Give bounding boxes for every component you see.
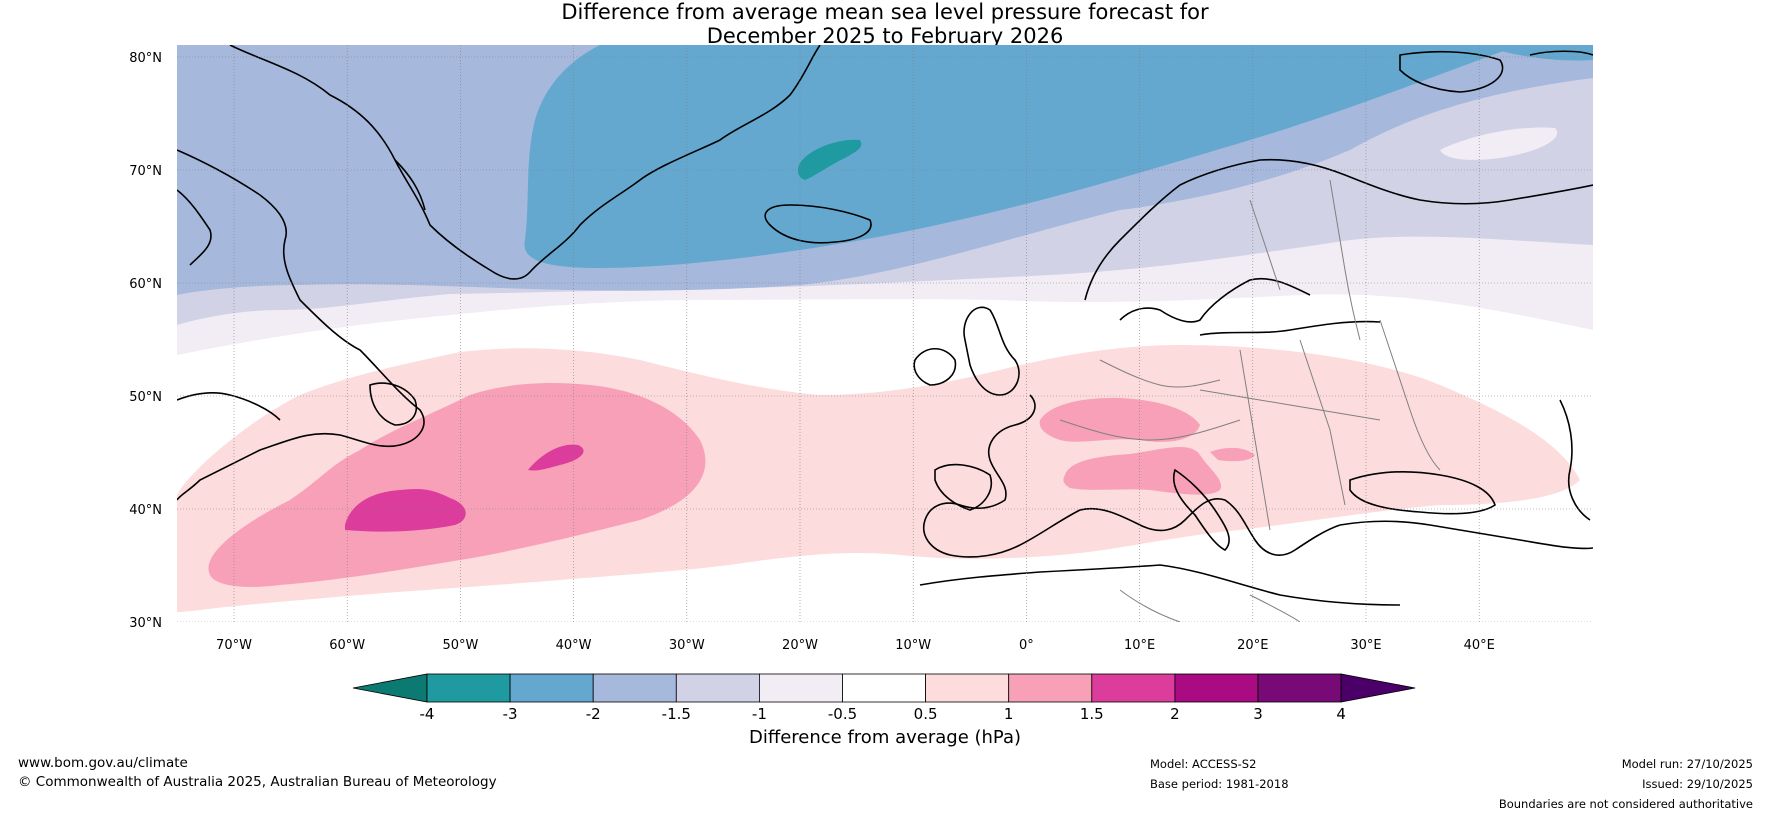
anomaly-band-plus-1.5-atlantic-west: [345, 488, 466, 532]
lat-tick-label: 40°N: [129, 503, 162, 518]
colorbar-swatch: [1091, 673, 1176, 703]
anomaly-band-plus-1.5-atlantic-east: [528, 444, 584, 471]
lon-tick-label: 40°E: [1464, 638, 1495, 653]
canada-north-coast: [177, 189, 212, 266]
lon-tick-label: 10°E: [1124, 638, 1155, 653]
british-isles-coast: [963, 306, 1020, 396]
lon-tick-label: 20°E: [1237, 638, 1268, 653]
colorbar-swatch: [1257, 673, 1342, 703]
lon-tick-label: 50°W: [442, 638, 478, 653]
map-area: [177, 45, 1593, 622]
colorbar-tick-label: -2: [586, 705, 601, 723]
disclaimer-text: Boundaries are not considered authoritat…: [1498, 797, 1753, 811]
italy-coast: [1173, 468, 1230, 551]
graticule: [177, 45, 1593, 622]
colorbar-swatch: [1008, 673, 1093, 703]
colorbar-tick-label: -1.5: [662, 705, 691, 723]
scandinavia-south-coast: [1119, 277, 1311, 323]
greenland-west-inner: [394, 159, 426, 211]
lon-tick-label: 40°W: [556, 638, 592, 653]
model-run-text: Model run: 27/10/2025: [1621, 757, 1753, 771]
lat-tick-label: 30°N: [129, 616, 162, 631]
title-line-1: Difference from average mean sea level p…: [561, 0, 1209, 24]
anomaly-band-minus-2: [524, 45, 1520, 268]
colorbar-tick-label: -3: [503, 705, 518, 723]
issued-text: Issued: 29/10/2025: [1642, 777, 1753, 791]
colorbar-extend-max: [1340, 673, 1416, 703]
iceland-coast: [764, 204, 872, 244]
colorbar-tick-label: -1: [752, 705, 767, 723]
colorbar-swatch: [509, 673, 594, 703]
colorbar-tick-label: 1.5: [1080, 705, 1104, 723]
lat-tick-label: 50°N: [129, 390, 162, 405]
model-text: Model: ACCESS-S2: [1150, 757, 1257, 771]
colorbar-tick-label: -4: [420, 705, 435, 723]
anomaly-band-minus-2-north-east: [1480, 45, 1593, 61]
colorbar-tick-label: -0.5: [828, 705, 857, 723]
latitude-axis: 80°N 70°N 60°N 50°N 40°N 30°N: [129, 51, 162, 631]
anomaly-band-plus-1-europe-south: [1063, 447, 1221, 495]
north-africa-coast: [919, 564, 1401, 606]
lon-tick-label: 0°: [1019, 638, 1034, 653]
base-period-text: Base period: 1981-2018: [1150, 777, 1289, 791]
greenland-coast: [229, 45, 821, 280]
colorbar-tick-label: 1: [1004, 705, 1014, 723]
black-sea-coast: [1349, 470, 1496, 515]
svalbard-east: [1529, 50, 1593, 56]
anomaly-band-minus-0.5-light: [1440, 127, 1558, 160]
colorbar-swatch: [842, 673, 926, 703]
colorbar-extend-min: [352, 673, 428, 703]
title-line-2: December 2025 to February 2026: [706, 24, 1064, 48]
lon-tick-label: 70°W: [216, 638, 252, 653]
colorbar-tick-label: 4: [1336, 705, 1346, 723]
lat-tick-label: 60°N: [129, 277, 162, 292]
colorbar-swatch: [426, 673, 511, 703]
colorbar: -4 -3 -2 -1.5 -1 -0.5 0.5 1 1.5 2 3 4: [352, 673, 1416, 723]
anomaly-band-plus-1-adriatic: [1210, 447, 1255, 462]
longitude-axis: 70°W 60°W 50°W 40°W 30°W 20°W 10°W 0° 10°E 20°E 30…: [216, 638, 1495, 653]
lat-tick-label: 80°N: [129, 51, 162, 66]
colorbar-label: Difference from average (hPa): [748, 727, 1022, 748]
colorbar-swatch: [1174, 673, 1259, 703]
caspian-coast: [1559, 399, 1591, 521]
norway-coast: [1084, 158, 1593, 301]
lon-tick-label: 60°W: [329, 638, 365, 653]
map-title: Difference from average mean sea level p…: [0, 0, 1770, 48]
copyright-text: © Commonwealth of Australia 2025, Austra…: [18, 774, 497, 790]
lon-tick-label: 30°W: [669, 638, 705, 653]
anomaly-band-plus-1-europe-north: [1039, 397, 1200, 442]
colorbar-swatch: [925, 673, 1010, 703]
colorbar-swatch: [759, 673, 843, 703]
anomaly-band-plus-1-atlantic: [208, 383, 706, 587]
newfoundland-coast: [369, 382, 417, 426]
colorbar-tick-label: 2: [1170, 705, 1180, 723]
colorbar-swatch: [675, 673, 760, 703]
country-borders: [1059, 179, 1441, 622]
lon-tick-label: 20°W: [782, 638, 818, 653]
turkey-coast: [1339, 520, 1593, 550]
western-europe-coast: [923, 394, 1036, 558]
lat-tick-label: 70°N: [129, 164, 162, 179]
colorbar-tick-label: 3: [1253, 705, 1263, 723]
ireland-coast: [913, 347, 957, 386]
svalbard-coast: [1399, 50, 1504, 93]
lon-tick-label: 10°W: [895, 638, 931, 653]
baltic-coast: [1199, 320, 1381, 336]
lon-tick-label: 30°E: [1350, 638, 1381, 653]
iberia-coast: [934, 463, 992, 511]
hudson-coast: [177, 392, 281, 421]
mediterranean-north-coast: [1019, 498, 1341, 556]
colorbar-tick-label: 0.5: [914, 705, 938, 723]
coastlines: [177, 45, 1593, 606]
colorbar-swatch: [592, 673, 677, 703]
website-link[interactable]: www.bom.gov.au/climate: [18, 755, 188, 771]
